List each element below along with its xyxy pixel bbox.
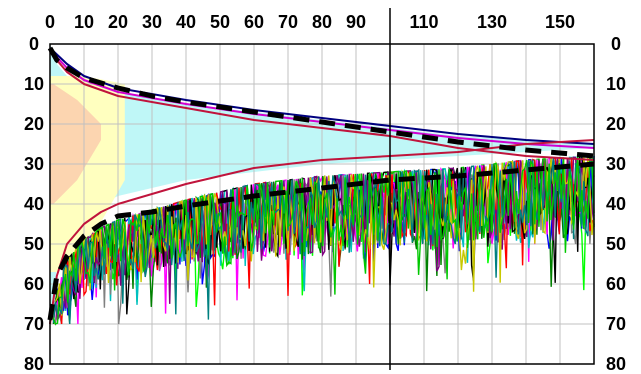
series-line-3 (49, 139, 595, 325)
x-tick-label: 10 (74, 12, 94, 32)
y-tick-label-right: 30 (606, 154, 626, 174)
y-tick-label-left: 40 (24, 194, 44, 214)
envelope-band-2 (50, 84, 101, 204)
x-tick-label: 30 (142, 12, 162, 32)
plot-frame (49, 43, 595, 365)
x-tick-label: 80 (312, 12, 332, 32)
y-tick-label-right: 10 (606, 74, 626, 94)
x-tick-label: 90 (346, 12, 366, 32)
x-tick-label: 50 (210, 12, 230, 32)
y-tick-label-right: 0 (611, 34, 621, 54)
y-tick-label-left: 60 (24, 274, 44, 294)
y-tick-label-right: 20 (606, 114, 626, 134)
dashed-curve-5 (47, 161, 595, 321)
y-tick-label-right: 60 (606, 274, 626, 294)
y-tick-label-left: 70 (24, 314, 44, 334)
x-tick-label: 0 (45, 12, 55, 32)
y-tick-label-right: 70 (606, 314, 626, 334)
x-tick-label: 20 (108, 12, 128, 32)
y-tick-label-left: 20 (24, 114, 44, 134)
x-tick-label: 40 (176, 12, 196, 32)
dashed-curve-4 (47, 46, 595, 159)
y-tick-label-right: 40 (606, 194, 626, 214)
x-tick-label: 60 (244, 12, 264, 32)
x-tick-label: 110 (409, 12, 438, 32)
y-tick-label-left: 80 (24, 354, 44, 374)
y-tick-label-left: 10 (24, 74, 44, 94)
series-line-2 (49, 51, 595, 161)
y-tick-label-left: 0 (29, 34, 39, 54)
y-tick-label-left: 50 (24, 234, 44, 254)
y-tick-label-left: 30 (24, 154, 44, 174)
y-tick-label-right: 80 (606, 354, 626, 374)
noise-trace-11 (52, 155, 595, 325)
x-tick-label: 130 (477, 12, 507, 32)
x-tick-label: 70 (278, 12, 298, 32)
y-tick-label-right: 50 (606, 234, 626, 254)
x-tick-label: 150 (545, 12, 575, 32)
